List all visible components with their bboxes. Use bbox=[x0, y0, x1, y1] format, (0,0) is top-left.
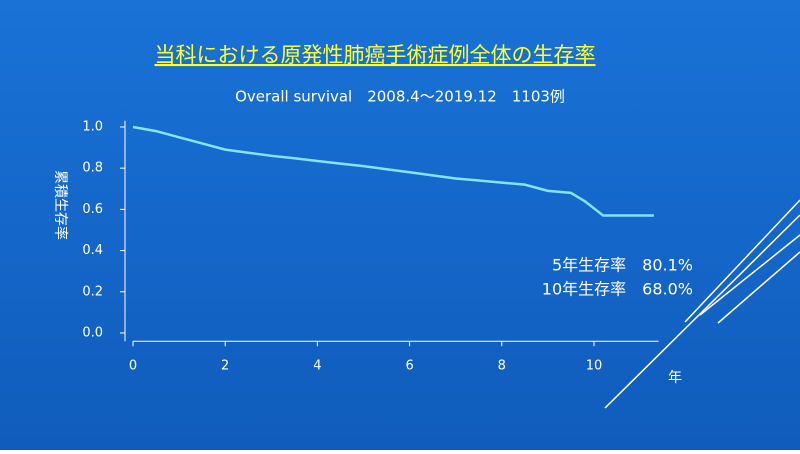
chart-subtitle: Overall survival 2008.4～2019.12 1103例 bbox=[235, 88, 565, 106]
decoration bbox=[604, 199, 800, 409]
annotation: 5年生存率 80.1% bbox=[552, 256, 693, 275]
x-tick-label: 4 bbox=[313, 359, 321, 374]
x-axis-label: 年 bbox=[668, 370, 682, 386]
x-tick-label: 6 bbox=[405, 359, 413, 374]
y-tick-label: 0.6 bbox=[82, 202, 103, 217]
annotation: 10年生存率 68.0% bbox=[542, 280, 693, 299]
x-tick-label: 0 bbox=[129, 359, 137, 374]
y-axis-label: 累積生存率 bbox=[52, 170, 69, 240]
x-tick-label: 10 bbox=[586, 359, 603, 374]
chart-title: 当科における原発性肺癌手術症例全体の生存率 bbox=[155, 43, 596, 67]
x-tick-label: 8 bbox=[498, 359, 506, 374]
y-tick-label: 0.4 bbox=[82, 243, 103, 258]
y-tick-label: 0.0 bbox=[82, 325, 103, 340]
y-tick-label: 0.2 bbox=[82, 284, 103, 299]
x-tick-label: 2 bbox=[221, 359, 229, 374]
y-tick-label: 1.0 bbox=[82, 119, 103, 134]
y-tick-label: 0.8 bbox=[82, 161, 103, 176]
survival-curve bbox=[132, 125, 654, 217]
